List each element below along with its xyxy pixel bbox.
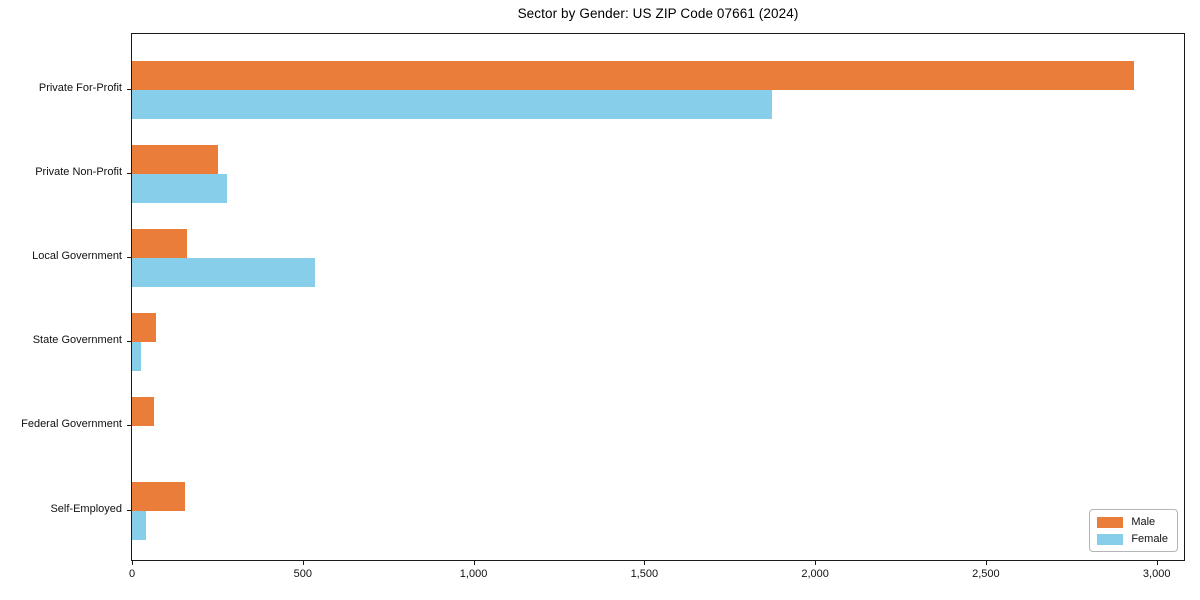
bar-female-2 <box>132 173 227 203</box>
x-tick-mark <box>473 561 475 565</box>
y-tick-mark <box>127 425 131 427</box>
bar-male-4 <box>132 313 156 343</box>
legend-swatch-male-icon <box>1097 516 1124 528</box>
bar-female-4 <box>132 342 142 372</box>
y-tick-label-6: Self-Employed <box>50 502 122 515</box>
x-tick-mark <box>985 561 987 565</box>
bar-male-6 <box>132 481 185 511</box>
y-tick-label-4: State Government <box>32 334 122 347</box>
x-tick-label-3: 1,000 <box>459 568 488 580</box>
x-tick-label-6: 2,500 <box>972 568 1000 580</box>
bar-male-5 <box>132 397 154 427</box>
x-tick-label-5: 2,000 <box>801 568 829 580</box>
legend-label-male: Male <box>1131 516 1156 528</box>
x-tick-mark <box>302 561 304 565</box>
bar-female-1 <box>132 89 773 119</box>
x-tick-label-2: 500 <box>293 568 312 580</box>
y-tick-label-5: Federal Government <box>21 418 122 431</box>
x-tick-mark <box>132 561 133 565</box>
legend-item-male: Male <box>1097 516 1168 528</box>
y-tick-mark <box>127 172 131 174</box>
legend: Male Female <box>1089 509 1178 552</box>
chart-title: Sector by Gender: US ZIP Code 07661 (202… <box>517 6 799 21</box>
x-tick-mark <box>644 561 646 565</box>
legend-swatch-female-icon <box>1097 533 1124 545</box>
legend-label-female: Female <box>1131 533 1168 545</box>
y-tick-mark <box>127 256 131 258</box>
x-tick-label-4: 1,500 <box>630 568 659 580</box>
plot-area: Male Female <box>131 33 1185 561</box>
y-tick-mark <box>127 341 131 343</box>
bar-male-3 <box>132 228 187 258</box>
bar-male-1 <box>132 60 1134 90</box>
bar-female-3 <box>132 257 316 287</box>
y-tick-label-3: Local Government <box>32 249 122 262</box>
x-tick-label-1: 0 <box>128 568 136 580</box>
y-tick-mark <box>127 509 131 511</box>
x-tick-mark <box>815 561 817 565</box>
legend-item-female: Female <box>1097 533 1168 545</box>
bar-female-6 <box>132 510 147 540</box>
y-tick-label-1: Private For-Profit <box>38 81 122 94</box>
x-tick-label-7: 3,000 <box>1142 568 1171 580</box>
y-tick-label-2: Private Non-Profit <box>35 165 122 178</box>
bar-male-2 <box>132 144 219 174</box>
y-tick-mark <box>127 88 131 90</box>
x-tick-mark <box>1156 561 1158 565</box>
